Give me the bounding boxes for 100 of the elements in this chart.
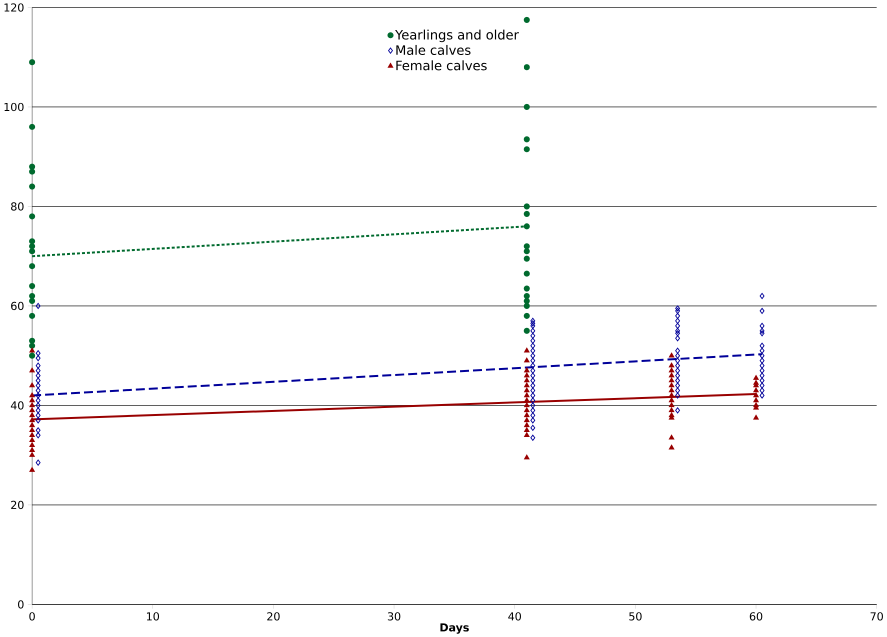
point — [29, 412, 35, 418]
point — [29, 447, 35, 452]
x-tick-label: 20 — [267, 612, 280, 620]
point — [524, 427, 530, 432]
point — [524, 387, 530, 392]
point — [29, 312, 36, 319]
point — [668, 402, 674, 408]
legend-label: Male calves — [396, 44, 471, 55]
point — [29, 164, 36, 170]
point — [524, 248, 530, 254]
point — [524, 328, 530, 334]
y-tick-label: 100 — [4, 102, 24, 112]
point — [29, 467, 35, 472]
x-tick-label: 0 — [29, 612, 35, 620]
point — [524, 422, 530, 428]
point — [29, 263, 36, 270]
point — [524, 348, 530, 352]
point — [524, 407, 530, 412]
y-tick-label: 120 — [4, 3, 24, 12]
point — [524, 312, 530, 319]
point — [29, 432, 35, 437]
legend-label: Female calves — [396, 60, 487, 70]
point — [524, 223, 530, 230]
y-tick-label: 40 — [10, 401, 24, 410]
point — [29, 348, 35, 352]
x-tick-label: 70 — [870, 612, 883, 620]
point — [29, 243, 36, 250]
point — [29, 352, 36, 359]
point — [29, 417, 35, 422]
point — [668, 382, 674, 388]
point — [524, 256, 530, 262]
point — [524, 136, 530, 142]
point — [524, 270, 530, 277]
point — [753, 374, 759, 380]
point — [29, 368, 35, 372]
point — [524, 454, 530, 460]
point — [29, 442, 35, 447]
point — [524, 358, 530, 362]
point — [524, 368, 530, 372]
x-tick-label: 10 — [146, 612, 160, 620]
legend-label: Yearlings and older — [395, 30, 519, 42]
point — [29, 342, 36, 349]
point — [524, 243, 530, 250]
point — [29, 422, 35, 428]
point — [29, 213, 36, 220]
point — [753, 392, 759, 398]
point — [29, 402, 35, 408]
point — [524, 417, 530, 422]
point — [29, 382, 35, 388]
point — [29, 183, 36, 190]
point — [29, 168, 36, 175]
point — [29, 427, 35, 432]
point — [668, 362, 674, 368]
x-axis-title: Days — [440, 623, 469, 634]
y-tick-label: 60 — [11, 302, 24, 310]
point — [668, 368, 674, 372]
point — [524, 285, 530, 292]
point — [524, 203, 530, 210]
point — [29, 437, 35, 442]
point — [753, 414, 759, 420]
point — [524, 146, 530, 152]
x-tick-label: 60 — [750, 612, 762, 620]
point — [524, 412, 530, 418]
point — [524, 372, 530, 378]
x-tick-label: 30 — [388, 612, 400, 620]
point — [524, 432, 530, 437]
point — [524, 104, 530, 110]
point — [29, 392, 35, 398]
x-tick-label: 40 — [508, 612, 521, 620]
point — [524, 210, 530, 217]
point — [753, 397, 759, 402]
point — [29, 397, 35, 402]
point — [668, 372, 674, 378]
point — [668, 377, 674, 382]
point — [29, 282, 36, 290]
point — [29, 59, 36, 66]
point — [524, 16, 530, 23]
point — [668, 444, 674, 450]
point — [668, 407, 674, 412]
point — [524, 64, 530, 70]
point — [524, 377, 530, 382]
point — [29, 124, 36, 130]
x-tick-label: 50 — [629, 612, 642, 620]
point — [29, 292, 36, 299]
point — [524, 402, 530, 408]
point — [29, 338, 36, 344]
point — [524, 382, 530, 388]
y-tick-label: 0 — [18, 600, 24, 609]
point — [668, 434, 674, 440]
point — [29, 248, 36, 254]
point — [29, 407, 35, 412]
point — [668, 387, 674, 392]
y-tick-label: 80 — [11, 202, 24, 211]
point — [29, 238, 36, 244]
point — [668, 352, 674, 358]
point — [668, 397, 674, 402]
point — [29, 452, 35, 457]
point — [524, 392, 530, 398]
y-tick-label: 20 — [11, 500, 24, 510]
point — [753, 387, 759, 392]
